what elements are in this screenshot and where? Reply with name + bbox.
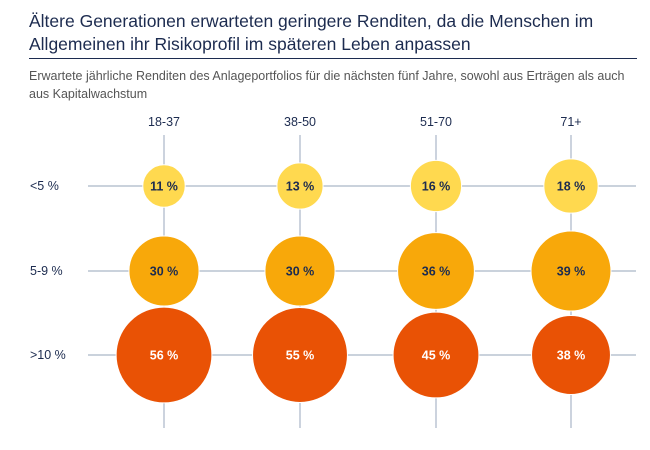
row-label: 5-9 % bbox=[30, 264, 63, 278]
bubble-label: 56 % bbox=[150, 349, 179, 363]
bubble bbox=[264, 235, 336, 307]
bubble-label: 38 % bbox=[557, 349, 586, 363]
bubble bbox=[392, 311, 480, 399]
title-divider bbox=[29, 58, 637, 59]
bubble bbox=[543, 158, 599, 214]
bubble bbox=[409, 159, 463, 213]
column-label: 18-37 bbox=[148, 115, 180, 129]
column-label: 71+ bbox=[560, 115, 581, 129]
bubble bbox=[276, 162, 324, 210]
bubble-label: 36 % bbox=[422, 265, 451, 279]
bubble-label: 18 % bbox=[557, 180, 586, 194]
column-label: 51-70 bbox=[420, 115, 452, 129]
bubble-label: 11 % bbox=[150, 180, 178, 194]
bubble-label: 13 % bbox=[286, 180, 315, 194]
bubble-label: 30 % bbox=[286, 265, 315, 279]
bubble-label: 30 % bbox=[150, 265, 179, 279]
bubble-label: 39 % bbox=[557, 265, 586, 279]
bubble bbox=[128, 235, 200, 307]
bubble-label: 55 % bbox=[286, 349, 315, 363]
bubble bbox=[530, 230, 612, 312]
bubble bbox=[531, 315, 611, 395]
row-label: >10 % bbox=[30, 348, 66, 362]
chart-subtitle: Erwartete jährliche Renditen des Anlagep… bbox=[29, 69, 625, 101]
bubble bbox=[142, 164, 186, 208]
column-label: 38-50 bbox=[284, 115, 316, 129]
row-label: <5 % bbox=[30, 179, 59, 193]
bubble-label: 45 % bbox=[422, 349, 451, 363]
bubble-label: 16 % bbox=[422, 180, 451, 194]
bubble bbox=[115, 306, 213, 404]
bubble bbox=[252, 307, 348, 403]
bubble bbox=[397, 232, 475, 310]
chart-title: Ältere Generationen erwarteten geringere… bbox=[29, 11, 594, 54]
